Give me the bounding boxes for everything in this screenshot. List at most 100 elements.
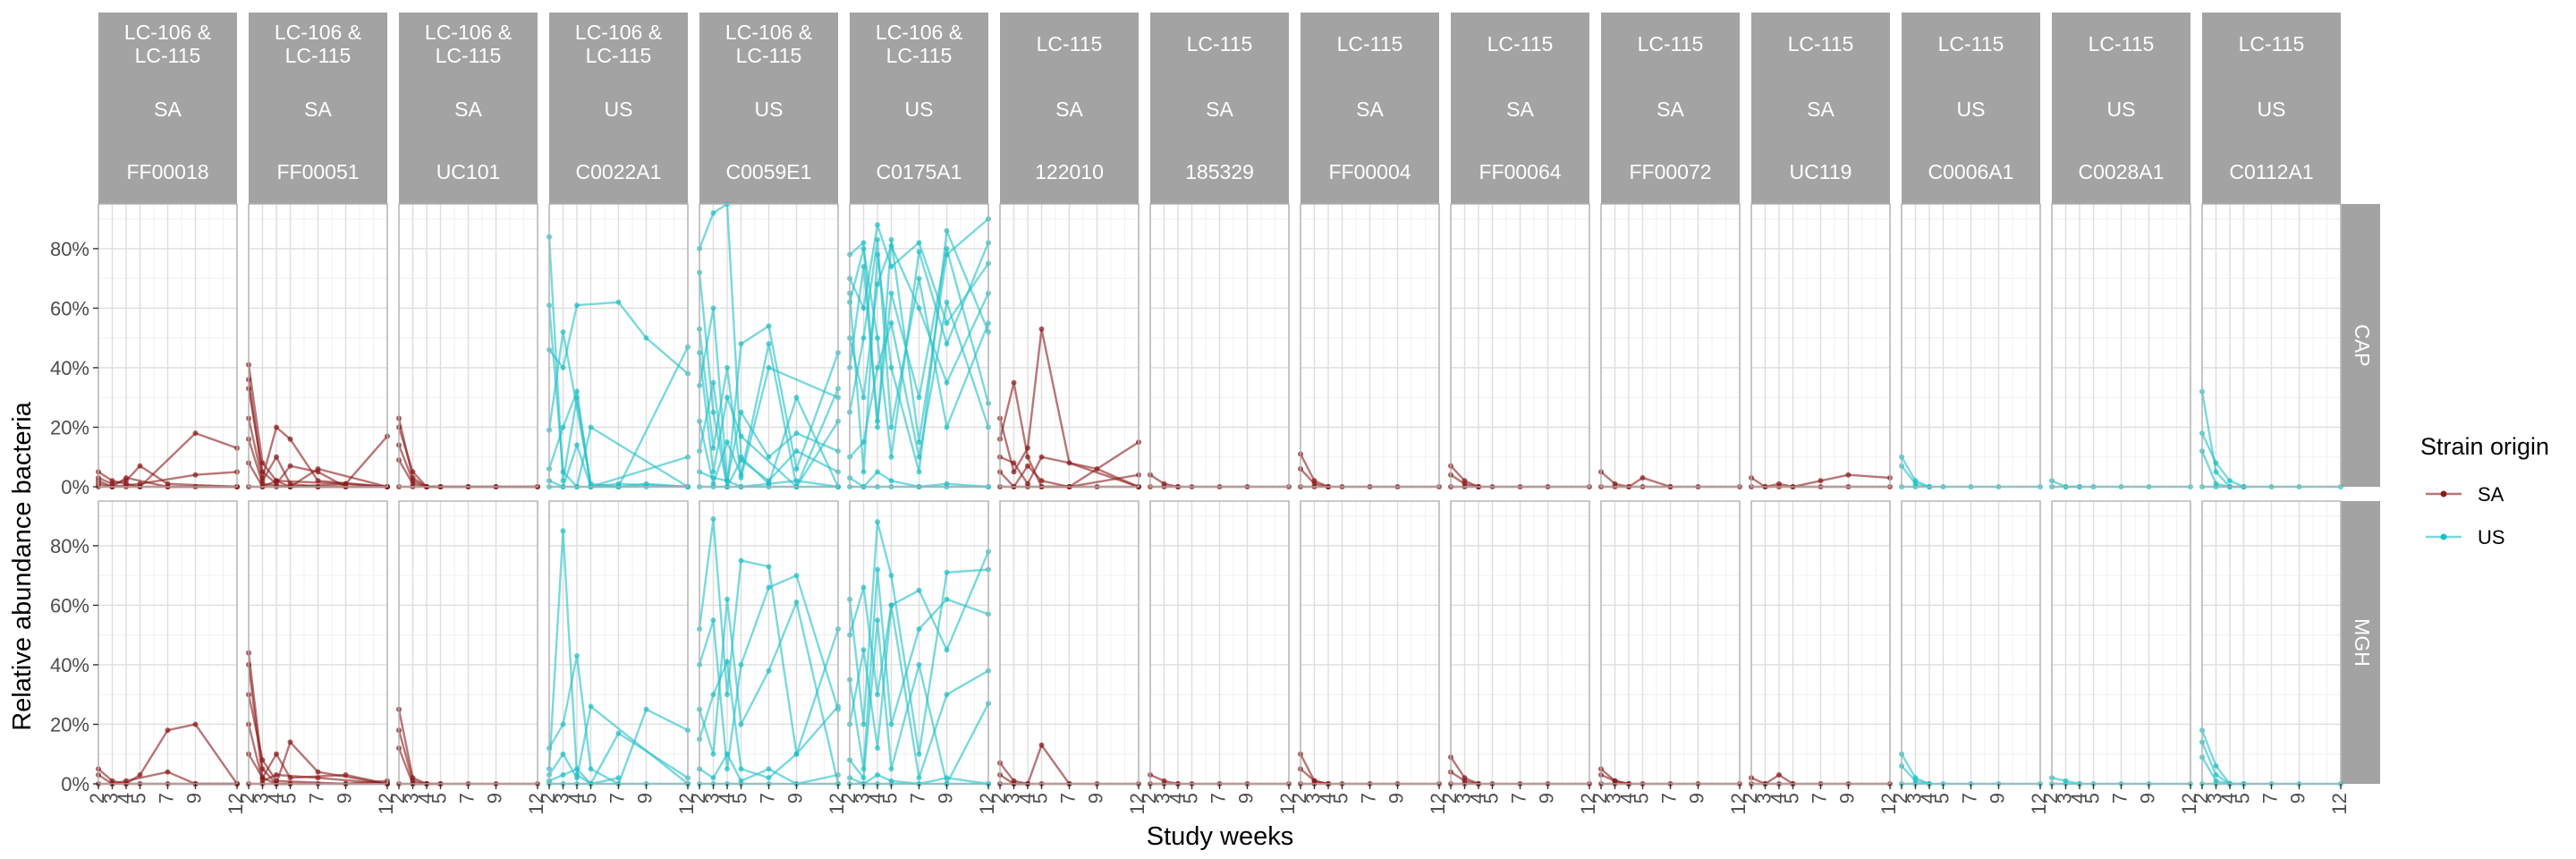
column-strips: LC-106 & LC-115 SA FF00018 LC-106 & LC-115 SA F… xyxy=(98,13,2341,204)
column-strip xyxy=(1301,13,1439,204)
x-tick-label: 12 xyxy=(375,793,397,814)
y-axis-title: Relative abundance bacteria xyxy=(8,401,37,730)
data-point xyxy=(2213,763,2219,769)
strip-strain-label: C0112A1 xyxy=(2229,160,2313,183)
data-point xyxy=(860,439,867,446)
y-tick-label: 20% xyxy=(50,416,89,438)
panel-border xyxy=(548,203,689,488)
data-point xyxy=(944,341,950,347)
strip-origin-label: SA xyxy=(1657,98,1684,121)
data-point xyxy=(724,692,730,698)
data-point xyxy=(916,626,922,632)
x-tick-label: 5 xyxy=(428,793,450,804)
panel-border xyxy=(2051,203,2191,488)
data-point xyxy=(916,240,922,246)
strip-lineage-label: LC-115 xyxy=(1638,32,1704,55)
panel xyxy=(2201,204,2342,488)
column-strip xyxy=(1451,13,1589,204)
legend-item: US xyxy=(2426,526,2505,549)
x-tick-label: 4 xyxy=(114,793,136,804)
data-point xyxy=(916,395,922,401)
data-point xyxy=(710,445,716,451)
x-tick-label: 2 xyxy=(86,793,108,804)
strip-strain-label: C0006A1 xyxy=(1928,160,2014,183)
x-tick-label: 7 xyxy=(2258,793,2281,804)
data-point xyxy=(1094,466,1100,472)
data-point xyxy=(192,721,199,727)
legend-point xyxy=(2440,533,2447,540)
data-point xyxy=(888,454,894,460)
panel xyxy=(1149,501,1290,785)
strip-origin-label: US xyxy=(755,98,784,121)
row-strip xyxy=(2341,501,2380,784)
row-strip-label: CAP xyxy=(2351,324,2374,366)
data-point xyxy=(192,430,199,437)
panel-border xyxy=(248,203,388,488)
y-tick-label: 40% xyxy=(50,357,89,379)
data-point xyxy=(944,379,950,386)
y-axes: 0% 20% 40% 60% 80% 0% 20% 40% 60% 80% xyxy=(50,238,98,795)
x-tick-label: 5 xyxy=(127,793,149,804)
data-point xyxy=(1038,454,1045,460)
strip-lineage-label: LC-106 & LC-115 xyxy=(725,21,812,67)
data-point xyxy=(766,668,772,674)
panel xyxy=(1450,501,1590,785)
series-line xyxy=(1750,773,1794,786)
x-tick-label: 5 xyxy=(1329,793,1352,804)
data-point xyxy=(738,409,744,415)
strip-origin-label: SA xyxy=(1206,98,1233,121)
data-point xyxy=(574,653,580,659)
data-point xyxy=(916,661,922,668)
data-point xyxy=(724,439,730,446)
x-tick-label: 5 xyxy=(1630,793,1652,804)
column-strip xyxy=(699,13,838,204)
panel xyxy=(1901,501,2041,785)
strip-lineage-label: LC-115 xyxy=(1938,32,2004,55)
strip-strain-label: 185329 xyxy=(1185,160,1254,183)
data-point xyxy=(1845,472,1852,478)
data-point xyxy=(560,528,566,534)
x-tick-label: 4 xyxy=(1917,793,1939,804)
data-point xyxy=(588,703,594,710)
panel xyxy=(248,501,388,785)
data-point xyxy=(574,388,580,395)
data-point xyxy=(875,772,880,778)
data-point xyxy=(888,320,894,327)
data-point xyxy=(588,424,594,430)
data-point xyxy=(860,305,867,311)
series-line xyxy=(2200,432,2244,489)
series-line xyxy=(547,531,689,786)
x-tick-label: 7 xyxy=(1207,793,1229,804)
data-point xyxy=(123,475,129,481)
x-tick-label: 9 xyxy=(2286,793,2309,804)
data-point xyxy=(793,600,800,606)
x-tick-label: 12 xyxy=(225,793,247,814)
x-tick-label: 4 xyxy=(2067,793,2089,804)
data-point xyxy=(944,569,950,575)
data-point xyxy=(315,769,321,775)
x-tick-label: 2 xyxy=(1138,793,1160,804)
data-point xyxy=(738,721,744,727)
data-point xyxy=(875,424,880,430)
x-tick-label: 4 xyxy=(1767,793,1789,804)
x-tick-label: 12 xyxy=(826,793,848,814)
x-tick-label: 12 xyxy=(1126,793,1148,814)
x-tick-label: 4 xyxy=(264,793,286,804)
x-tick-label: 7 xyxy=(2108,793,2131,804)
x-tick-label: 12 xyxy=(2328,793,2351,814)
strip-strain-label: FF00064 xyxy=(1479,160,1561,183)
data-point xyxy=(875,519,880,525)
data-point xyxy=(560,329,566,335)
x-tick-label: 9 xyxy=(1685,793,1707,804)
y-tick-label: 0% xyxy=(61,773,89,795)
panel-border xyxy=(398,203,538,488)
x-tick-label: 12 xyxy=(1577,793,1599,814)
data-point xyxy=(2213,469,2219,475)
x-tick-label: 12 xyxy=(1427,793,1449,814)
data-point xyxy=(643,706,649,712)
x-tick-label: 9 xyxy=(182,793,205,804)
panel-border xyxy=(1300,203,1440,488)
data-point xyxy=(738,661,744,668)
x-tick-label: 4 xyxy=(715,793,737,804)
panel-border xyxy=(1450,203,1590,488)
